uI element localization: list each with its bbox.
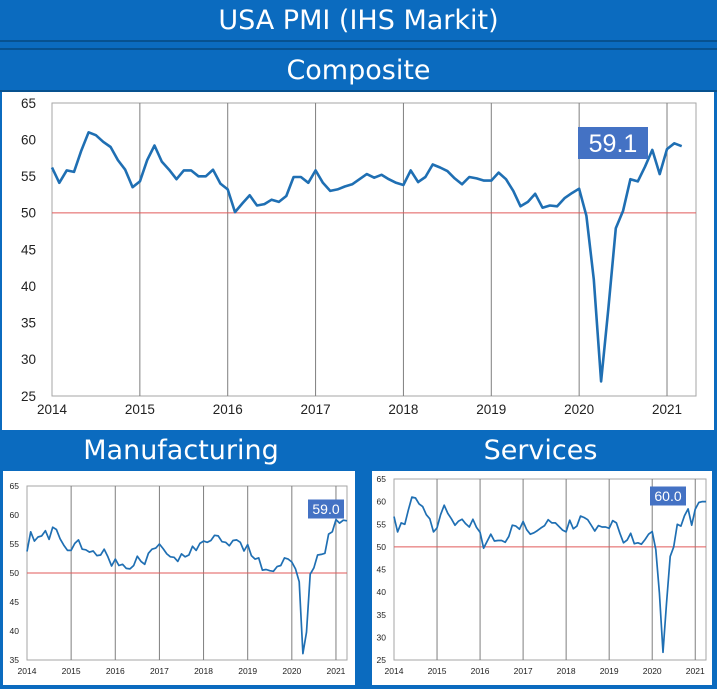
page-title: USA PMI (IHS Markit)	[0, 0, 717, 42]
x-tick-label: 2016	[471, 666, 490, 676]
manufacturing-chart-label: Manufacturing	[83, 435, 279, 466]
badge-background	[308, 499, 344, 519]
badge-label: 59.1	[589, 130, 638, 158]
y-tick-label: 65	[21, 96, 36, 111]
y-tick-label: 50	[21, 206, 36, 221]
y-tick-label: 30	[21, 352, 36, 367]
x-tick-label: 2018	[388, 402, 418, 417]
composite-chart-panel: 2014 2015 2016 2017 2018 2019 2020 2021 25 30 35 40…	[2, 92, 714, 430]
x-tick-label: 2014	[37, 402, 68, 417]
services-chart-panel: 2014 2015 2016 2017 2018 2019 2020 2021 25 30 35 40…	[372, 471, 712, 685]
latest-value-badge: 59.0	[308, 499, 344, 519]
composite-chart: 2014 2015 2016 2017 2018 2019 2020 2021 25 30 35 40…	[21, 96, 697, 417]
x-tick-label: 2021	[686, 666, 705, 676]
x-tick-label: 2017	[150, 666, 169, 676]
y-tick-label: 60	[377, 497, 387, 507]
latest-value-badge: 60.0	[650, 486, 686, 506]
x-tick-label: 2014	[385, 666, 404, 676]
x-tick-label: 2019	[476, 402, 506, 417]
x-tick-label: 2015	[62, 666, 81, 676]
composite-chart-label: Composite	[0, 48, 717, 92]
x-tick-label: 2018	[557, 666, 576, 676]
series-line	[26, 518, 348, 655]
services-chart-label: Services	[483, 435, 598, 466]
y-tick-label: 60	[10, 510, 20, 520]
badge-background	[650, 486, 686, 506]
x-tick-label: 2017	[301, 402, 331, 417]
y-tick-label: 25	[21, 389, 36, 404]
latest-value-badge: 59.1	[578, 127, 648, 159]
x-tick-label: 2019	[238, 666, 257, 676]
x-tick-label: 2018	[194, 666, 213, 676]
y-tick-label: 35	[10, 655, 20, 665]
x-tick-label: 2014	[18, 666, 37, 676]
plot-area	[51, 102, 697, 397]
y-tick-label: 25	[377, 655, 387, 665]
manufacturing-chart-panel: 2014 2015 2016 2017 2018 2019 2020 2021 35 40 45 50…	[3, 471, 355, 685]
x-tick-label: 2015	[125, 402, 155, 417]
badge-label: 60.0	[654, 488, 681, 504]
services-chart: 2014 2015 2016 2017 2018 2019 2020 2021 25 30 35 40…	[377, 474, 707, 676]
y-tick-label: 35	[377, 610, 387, 620]
y-tick-label: 55	[10, 539, 20, 549]
y-tick-label: 40	[21, 279, 36, 294]
plot-area	[393, 478, 707, 661]
x-tick-label: 2017	[514, 666, 533, 676]
y-tick-label: 40	[10, 626, 20, 636]
y-tick-label: 35	[21, 316, 36, 331]
y-tick-label: 30	[377, 632, 387, 642]
y-tick-label: 55	[377, 519, 387, 529]
y-tick-label: 50	[10, 568, 20, 578]
x-tick-label: 2021	[327, 666, 346, 676]
y-tick-label: 50	[377, 542, 387, 552]
y-tick-label: 60	[21, 132, 36, 147]
x-tick-label: 2021	[652, 402, 682, 417]
y-tick-label: 40	[377, 587, 387, 597]
badge-background	[578, 127, 648, 159]
x-tick-label: 2016	[213, 402, 243, 417]
x-tick-label: 2015	[428, 666, 447, 676]
series-line	[50, 130, 683, 383]
badge-label: 59.0	[312, 501, 339, 517]
manufacturing-chart: 2014 2015 2016 2017 2018 2019 2020 2021 35 40 45 50…	[10, 481, 348, 676]
x-tick-label: 2016	[106, 666, 125, 676]
x-tick-label: 2019	[600, 666, 619, 676]
y-tick-label: 65	[377, 474, 387, 484]
y-tick-label: 45	[10, 597, 20, 607]
x-tick-label: 2020	[564, 402, 594, 417]
x-tick-label: 2020	[282, 666, 301, 676]
series-line	[393, 496, 706, 654]
x-tick-label: 2020	[643, 666, 662, 676]
y-tick-label: 65	[10, 481, 20, 491]
y-tick-label: 45	[21, 242, 36, 257]
y-tick-label: 45	[377, 565, 387, 575]
y-tick-label: 55	[21, 169, 36, 184]
